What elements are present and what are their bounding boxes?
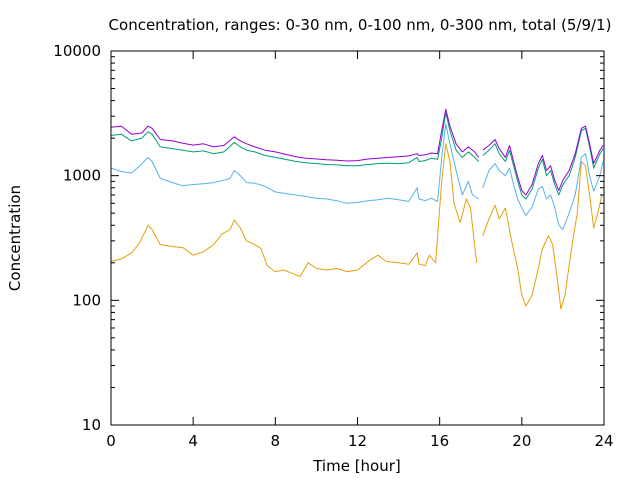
- series-2-segment-0: [110, 112, 480, 167]
- series-layer: [110, 108, 604, 310]
- series-3-segment-0: [110, 108, 480, 162]
- y-tick-label-1: 100: [72, 291, 101, 309]
- x-axis: 0 4 8 12 16 20 24: [106, 51, 614, 450]
- series-0-segment-0: [110, 143, 478, 278]
- y-tick-label-0: 10: [82, 416, 101, 434]
- x-tick-label-3: 12: [348, 432, 367, 450]
- x-tick-label-2: 8: [271, 432, 281, 450]
- series-1-segment-0: [110, 123, 479, 204]
- x-tick-label-5: 20: [512, 432, 531, 450]
- y-tick-label-2: 1000: [63, 167, 101, 185]
- x-tick-label-1: 4: [188, 432, 198, 450]
- y-axis-label: Concentration: [6, 185, 24, 291]
- x-tick-label-6: 24: [594, 432, 613, 450]
- y-tick-label-3: 10000: [53, 42, 101, 60]
- y-axis: 10 100 1000 10000: [53, 42, 604, 434]
- x-tick-label-0: 0: [106, 432, 116, 450]
- chart-title: Concentration, ranges: 0-30 nm, 0-100 nm…: [109, 16, 612, 34]
- series-3-segment-1: [482, 125, 604, 196]
- series-0-segment-1: [482, 161, 603, 310]
- series-1-segment-1: [482, 153, 604, 230]
- series-2-segment-1: [482, 127, 604, 200]
- x-axis-label: Time [hour]: [312, 457, 401, 475]
- x-tick-label-4: 16: [430, 432, 449, 450]
